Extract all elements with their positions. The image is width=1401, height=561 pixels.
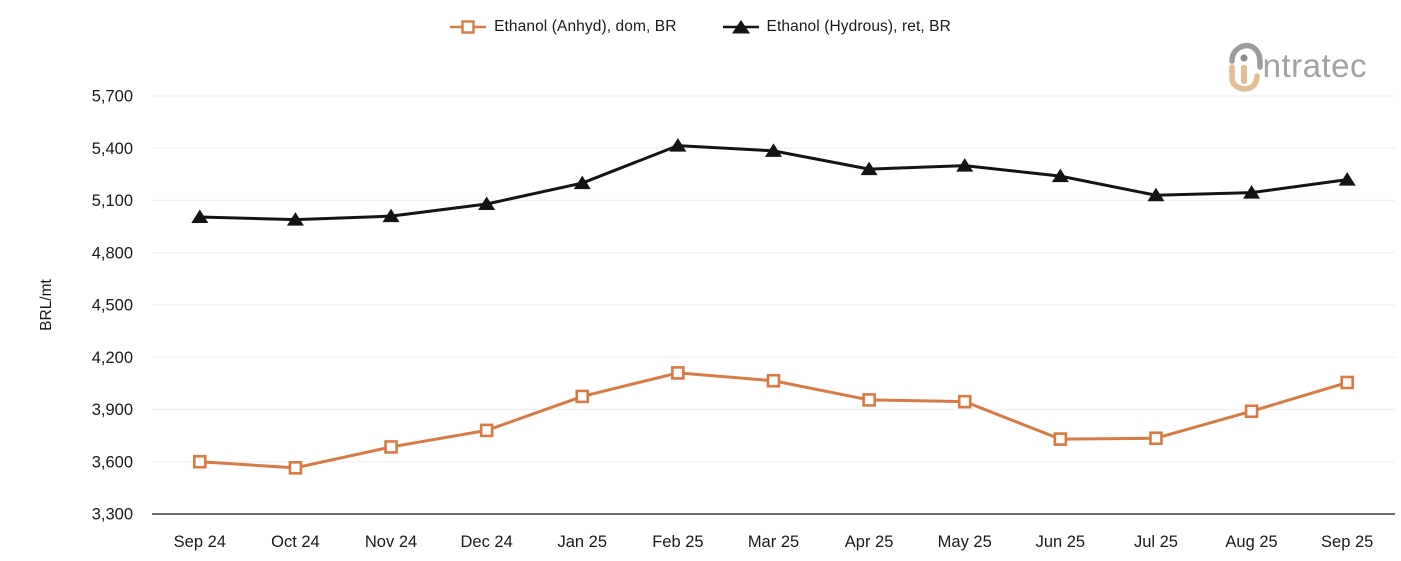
data-point-marker — [956, 158, 974, 172]
intratec-logo: ntratec — [1220, 36, 1367, 94]
data-point-marker — [1244, 404, 1259, 419]
data-point-marker — [765, 143, 782, 157]
data-point-marker — [1149, 431, 1163, 446]
legend-label-hydrous: Ethanol (Hydrous), ret, BR — [766, 18, 951, 35]
x-tick-label: Feb 25 — [652, 533, 703, 551]
legend-marker-triangle-icon — [722, 20, 759, 34]
y-tick-label: 5,700 — [92, 88, 133, 106]
data-point-marker — [1053, 432, 1068, 446]
data-point-marker — [478, 196, 496, 210]
intratec-logo-mark-icon — [1228, 42, 1263, 92]
x-tick-label: Sep 25 — [1321, 533, 1373, 551]
data-point-marker — [1147, 187, 1165, 202]
x-tick-label: May 25 — [938, 533, 992, 551]
x-tick-label: Jul 25 — [1134, 533, 1178, 551]
y-tick-label: 5,100 — [92, 192, 133, 210]
data-point-marker — [382, 208, 400, 223]
data-point-marker — [1338, 172, 1356, 186]
data-point-marker — [191, 209, 209, 224]
x-tick-label: Nov 24 — [365, 533, 417, 551]
data-point-marker — [671, 366, 685, 380]
x-tick-label: Aug 25 — [1225, 533, 1277, 551]
x-tick-label: Mar 25 — [748, 533, 799, 551]
data-point-marker — [1340, 375, 1354, 390]
y-tick-label: 3,600 — [92, 453, 133, 471]
legend: Ethanol (Anhyd), dom, BR Ethanol (Hydrou… — [0, 18, 1401, 36]
legend-item-anhyd[interactable]: Ethanol (Anhyd), dom, BR — [450, 18, 676, 36]
y-tick-label: 4,800 — [92, 244, 133, 262]
data-point-marker — [766, 373, 781, 388]
legend-marker-square-icon — [450, 20, 487, 34]
data-point-marker — [862, 393, 876, 407]
data-point-marker — [288, 461, 303, 475]
x-tick-label: Dec 24 — [461, 533, 513, 551]
data-point-marker — [479, 423, 494, 438]
data-point-marker — [957, 394, 972, 409]
y-tick-label: 5,400 — [92, 140, 133, 158]
data-point-marker — [669, 138, 687, 152]
data-point-marker — [286, 212, 304, 226]
data-point-marker — [1243, 185, 1261, 199]
y-tick-label: 4,500 — [92, 297, 133, 315]
x-tick-label: Apr 25 — [845, 533, 894, 551]
data-point-marker — [575, 389, 590, 404]
legend-item-hydrous[interactable]: Ethanol (Hydrous), ret, BR — [722, 18, 951, 36]
data-point-marker — [193, 454, 207, 469]
data-point-marker — [384, 440, 398, 454]
x-tick-label: Sep 24 — [174, 533, 226, 551]
x-tick-label: Jun 25 — [1036, 533, 1086, 551]
intratec-logo-text: ntratec — [1262, 46, 1367, 84]
y-tick-label: 4,200 — [92, 349, 133, 367]
x-tick-label: Jan 25 — [557, 533, 607, 551]
y-tick-label: 3,900 — [92, 401, 133, 419]
y-tick-label: 3,300 — [92, 506, 133, 524]
x-tick-label: Oct 24 — [271, 533, 320, 551]
legend-label-anhyd: Ethanol (Anhyd), dom, BR — [494, 18, 677, 35]
data-point-marker — [573, 175, 591, 190]
data-point-marker — [860, 161, 878, 176]
data-point-marker — [1051, 168, 1069, 183]
